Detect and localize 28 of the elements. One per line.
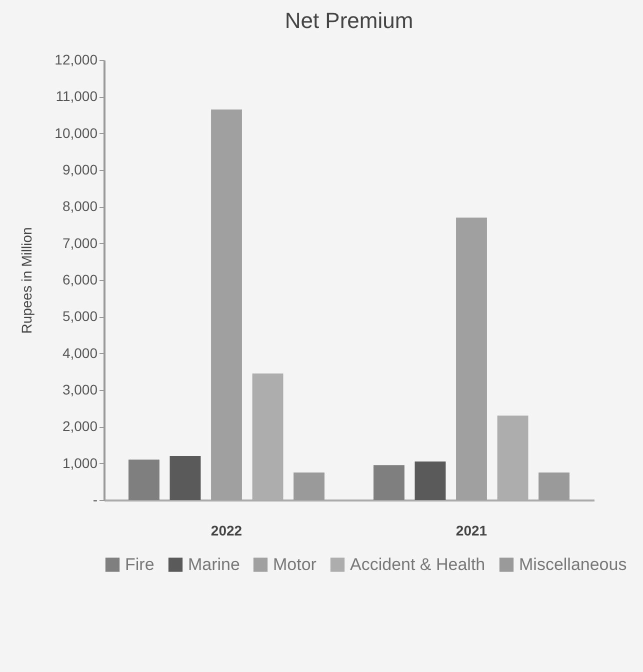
y-tick-label: 7,000: [62, 234, 98, 251]
bar: [374, 465, 404, 500]
y-tick-label: 9,000: [62, 162, 98, 178]
y-tick-label: 1,000: [62, 454, 98, 471]
bar: [538, 472, 570, 500]
bar: [170, 456, 201, 500]
legend-label: Miscellaneous: [519, 554, 627, 574]
x-tick-label: 2021: [456, 522, 488, 538]
y-axis-title: Rupees in Million: [18, 227, 35, 334]
legend-label: Fire: [125, 554, 154, 574]
legend-label: Motor: [273, 554, 317, 574]
y-tick-label: 2,000: [62, 418, 98, 434]
y-tick-label: 4,000: [62, 344, 98, 361]
y-tick-label: 12,000: [54, 52, 98, 68]
x-tick-label: 2022: [210, 522, 242, 538]
legend-label: Marine: [188, 554, 240, 574]
y-tick-label: -: [92, 492, 98, 508]
y-tick-label: 8,000: [62, 198, 98, 214]
y-tick-label: 5,000: [62, 308, 98, 324]
y-tick-label: 10,000: [54, 124, 98, 141]
bar: [128, 460, 160, 500]
y-tick-label: 3,000: [62, 382, 98, 398]
y-tick-label: 6,000: [62, 272, 98, 288]
chart-title: Net Premium: [284, 8, 414, 33]
legend-label: Accident & Health: [350, 554, 486, 574]
bar: [414, 462, 446, 500]
bar: [294, 472, 324, 500]
y-tick-label: 11,000: [56, 88, 98, 104]
